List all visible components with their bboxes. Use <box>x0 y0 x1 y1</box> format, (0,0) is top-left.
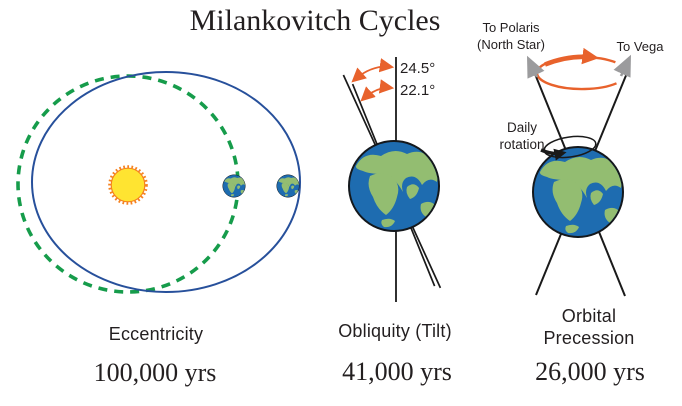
daily-rotation-label: Daily rotation <box>482 119 562 153</box>
earth-icon-outer-orbit <box>277 175 300 198</box>
tilt-angle-max-label: 24.5° <box>400 60 436 77</box>
precession-caption-line2: Precession <box>543 328 635 348</box>
polaris-label-line2: (North Star) <box>477 37 545 52</box>
daily-rotation-label-line2: rotation <box>499 137 545 152</box>
precession-caption-line1: Orbital <box>561 306 617 326</box>
tilt-arrow-min <box>360 79 395 102</box>
eccentricity-period: 100,000 yrs <box>93 358 217 387</box>
eccentricity-caption: Eccentricity <box>108 324 204 344</box>
polaris-arrow <box>527 55 545 79</box>
figure-title: Milankovitch Cycles <box>189 4 441 37</box>
precession-caption: Orbital Precession <box>489 305 682 349</box>
polaris-label-line1: To Polaris <box>482 20 540 35</box>
precession-period: 26,000 yrs <box>535 357 645 386</box>
earth-icon-obliquity <box>349 141 439 231</box>
precession-diagram <box>527 47 631 297</box>
polaris-label: To Polaris (North Star) <box>455 19 567 53</box>
vega-arrow <box>613 54 631 78</box>
orbit-eccentric-solid <box>31 71 301 293</box>
sun-icon <box>108 165 148 205</box>
daily-rotation-label-line1: Daily <box>506 120 537 135</box>
tilt-arrow-max <box>351 58 395 83</box>
tilt-angle-min-label: 22.1° <box>400 82 436 99</box>
eccentricity-diagram <box>16 71 301 294</box>
obliquity-diagram <box>342 57 442 302</box>
earth-icon-inner-orbit <box>223 175 246 198</box>
precession-direction-arrow <box>544 47 599 67</box>
vega-label: To Vega <box>616 39 664 54</box>
obliquity-caption: Obliquity (Tilt) <box>338 321 452 341</box>
earth-icon-precession <box>533 147 623 237</box>
daily-rotation-arrow <box>540 148 567 161</box>
obliquity-period: 41,000 yrs <box>342 357 452 386</box>
